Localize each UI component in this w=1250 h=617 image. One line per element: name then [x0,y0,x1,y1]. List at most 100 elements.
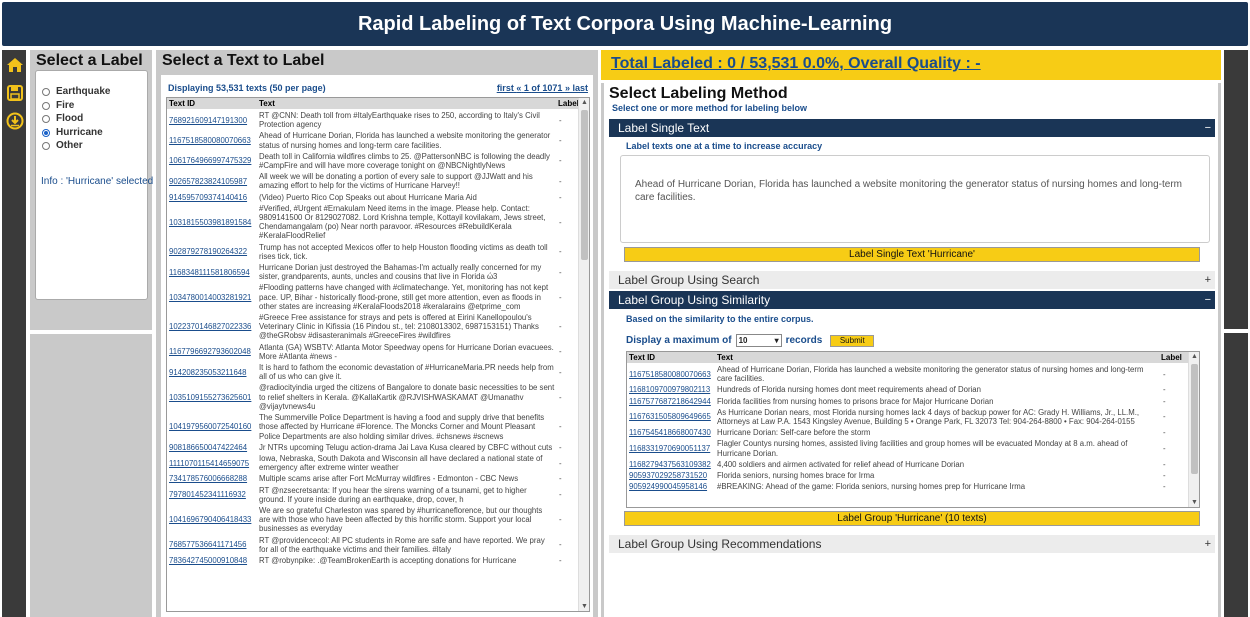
text-id-link[interactable]: 783642745000910848 [169,555,248,565]
table-row[interactable]: 1167518580080070663 Ahead of Hurricane Do… [627,364,1189,384]
texts-scrollbar[interactable]: ▲ ▼ [578,98,589,611]
scroll-thumb[interactable] [1191,364,1198,474]
text-id-link[interactable]: 902657823824105987 [169,176,248,186]
label-option-earthquake[interactable]: Earthquake [42,86,110,97]
pager-last[interactable]: last [572,83,588,93]
accordion-similarity[interactable]: Label Group Using Similarity − [609,291,1215,309]
text-id-link[interactable]: 1167631505809649665 [629,412,711,422]
texts-table: Text ID Text Label 768921609147191300 RT … [166,97,590,612]
table-row[interactable]: 905937029258731520 Florida seniors, nursi… [627,470,1189,481]
accordion-recommendations[interactable]: Label Group Using Recommendations + [609,535,1215,553]
table-row[interactable]: 1167577687218642944 Florida facilities fr… [627,396,1189,407]
label-option-fire[interactable]: Fire [42,100,74,111]
table-row[interactable]: 1034780014003281921 #Flooding patterns ha… [167,282,579,312]
pager-next[interactable]: » [564,83,570,93]
text-id-link[interactable]: 1035109155273625601 [169,392,252,402]
table-row[interactable]: 1168109700979802113 Hundreds of Florida n… [627,384,1189,395]
text-id-link[interactable]: 1167545418668007430 [629,428,711,438]
home-icon[interactable] [6,56,24,74]
scroll-up-icon[interactable]: ▲ [581,99,588,106]
total-labeled-text[interactable]: Total Labeled : 0 / 53,531 0.0%, Overall… [611,55,981,72]
table-row[interactable]: 1061764966997475329 Death toll in Califor… [167,151,579,171]
scroll-down-icon[interactable]: ▼ [581,603,588,610]
text-id-link[interactable]: 905924990045958146 [629,482,708,492]
accordion-search[interactable]: Label Group Using Search + [609,271,1215,289]
table-row[interactable]: 1041696790406418433 We are so grateful Ch… [167,505,579,535]
text-id-link[interactable]: 902879278190264322 [169,247,248,257]
table-row[interactable]: 783642745000910848 RT @robynpike: .@TeamB… [167,555,579,566]
pager-prev[interactable]: « [516,83,522,93]
table-row[interactable]: 914595709374140416 (Video) Puerto Rico Co… [167,192,579,203]
label-cell: - [559,367,562,377]
text-id-link[interactable]: 1041696790406418433 [169,515,252,525]
max-records-select[interactable]: 10 [735,334,782,347]
text-id-link[interactable]: 1168109700979802113 [629,385,711,395]
text-id-link[interactable]: 1168331970690051137 [629,444,711,454]
label-group-button[interactable]: Label Group 'Hurricane' (10 texts) [624,511,1200,526]
table-row[interactable]: 902879278190264322 Trump has not accepted… [167,242,579,262]
scroll-up-icon[interactable]: ▲ [1191,353,1198,360]
radio-flood[interactable] [42,114,50,123]
table-row[interactable]: 905924990045958146 #BREAKING: Ahead of th… [627,481,1189,492]
text-id-link[interactable]: 1022370146827022336 [169,322,252,332]
text-id-link[interactable]: 908186650047422464 [169,442,248,452]
total-labeled-bar: Total Labeled : 0 / 53,531 0.0%, Overall… [601,50,1221,80]
accordion-single-text[interactable]: Label Single Text − [609,119,1215,137]
table-row[interactable]: 1168331970690051137 Flagler Countys nursi… [627,438,1189,458]
radio-earthquake[interactable] [42,87,50,96]
text-id-link[interactable]: 1167518580080070663 [629,369,711,379]
table-row[interactable]: 768577536641171456 RT @providencecol: All… [167,535,579,555]
table-row[interactable]: 797801452341116932 RT @nzsecretsanta: If … [167,485,579,505]
text-id-link[interactable]: 914595709374140416 [169,192,248,202]
pager-first[interactable]: first [496,83,514,93]
pager-page[interactable]: 1 [523,83,529,93]
table-row[interactable]: 1022370146827022336 #Greece Free assistan… [167,312,579,342]
text-id-link[interactable]: 1034780014003281921 [169,292,252,302]
text-id-link[interactable]: 1031815503981891584 [169,217,252,227]
scroll-down-icon[interactable]: ▼ [1191,499,1198,506]
label-option-other[interactable]: Other [42,140,83,151]
download-icon[interactable] [6,112,24,130]
text-id-link[interactable]: 1111070115414659075 [169,458,250,468]
radio-other[interactable] [42,141,50,150]
table-row[interactable]: 1041979560072540160 The Summerville Polic… [167,412,579,442]
label-option-flood[interactable]: Flood [42,113,83,124]
table-row[interactable]: 1031815503981891584 #Verified, #Urgent #E… [167,203,579,242]
table-row[interactable]: 768921609147191300 RT @CNN: Death toll fr… [167,110,579,130]
table-row[interactable]: 1167518580080070663 Ahead of Hurricane Do… [167,130,579,150]
scroll-thumb[interactable] [581,110,588,260]
text-id-link[interactable]: 1167577687218642944 [629,396,711,406]
text-id-link[interactable]: 1167518580080070663 [169,136,251,145]
save-icon[interactable] [6,84,24,102]
radio-hurricane[interactable] [42,128,50,137]
table-row[interactable]: 902657823824105987 All week we will be do… [167,171,579,191]
label-option-hurricane[interactable]: Hurricane [42,127,103,138]
text-id-link[interactable]: 1168279437563109382 [629,459,711,469]
text-id-link[interactable]: 1167796692793602048 [169,347,251,357]
table-row[interactable]: 1167545418668007430 Hurricane Dorian: Sel… [627,427,1189,438]
text-cell: Hurricane Dorian just destroyed the Baha… [259,263,542,282]
table-row[interactable]: 1167631505809649665 As Hurricane Dorian n… [627,407,1189,427]
submit-button[interactable]: Submit [830,334,875,347]
text-id-link[interactable]: 734178576006668288 [169,474,248,484]
table-row[interactable]: 1167796692793602048 Atlanta (GA) WSBTV: A… [167,342,579,362]
text-id-link[interactable]: 1041979560072540160 [169,422,252,432]
label-single-button[interactable]: Label Single Text 'Hurricane' [624,247,1200,262]
text-id-link[interactable]: 768921609147191300 [169,115,248,125]
text-id-link[interactable]: 905937029258731520 [629,471,708,481]
table-row[interactable]: 1168348111581806594 Hurricane Dorian just… [167,262,579,282]
text-id-link[interactable]: 914208235053211648 [169,367,247,377]
table-row[interactable]: 908186650047422464 Jr NTRs upcoming Telug… [167,442,579,453]
text-id-link[interactable]: 768577536641171456 [169,540,247,550]
text-id-link[interactable]: 1168348111581806594 [169,267,250,277]
table-row[interactable]: 734178576006668288 Multiple scams arise a… [167,473,579,484]
text-id-link[interactable]: 1061764966997475329 [169,156,252,166]
table-row[interactable]: 914208235053211648 It is hard to fathom t… [167,362,579,382]
table-row[interactable]: 1111070115414659075 Iowa, Nebraska, South… [167,453,579,473]
pager-of: of 1071 [531,83,563,93]
similarity-scrollbar[interactable]: ▲ ▼ [1188,352,1199,507]
radio-fire[interactable] [42,101,50,110]
table-row[interactable]: 1035109155273625601 @radiocityindia urged… [167,382,579,412]
table-row[interactable]: 1168279437563109382 4,400 soldiers and ai… [627,459,1189,470]
text-id-link[interactable]: 797801452341116932 [169,490,246,500]
